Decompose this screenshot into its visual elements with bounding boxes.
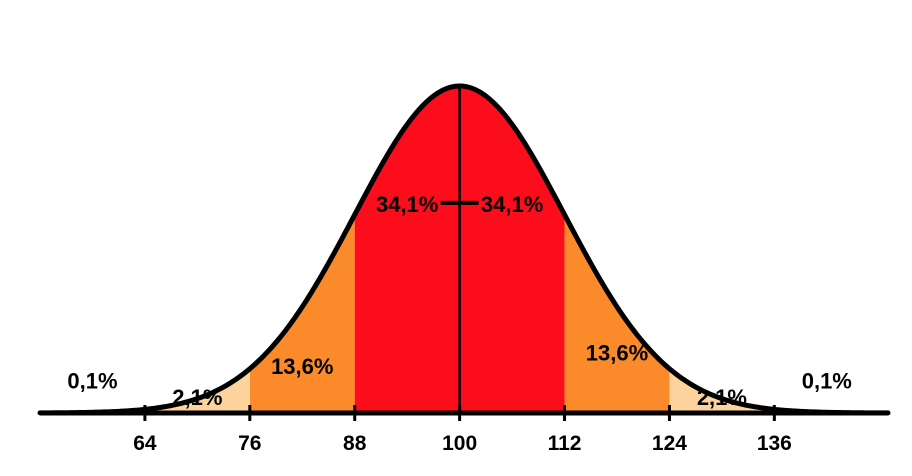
x-tick-label-112: 112 [548,432,582,455]
x-tick-label-64: 64 [133,432,157,455]
x-axis: 64 76 88 100 112 124 136 [40,405,888,455]
band-64-76 [144,368,250,413]
region-label-0: 0,1% [67,368,117,393]
region-label-7: 0,1% [802,368,852,393]
bell-curve-line [37,83,891,416]
x-tick-label-136: 136 [757,432,792,455]
curve-layer [37,83,891,416]
x-tick-label-88: 88 [343,432,367,455]
region-label-2: 13,6% [271,354,333,379]
band-88-100 [354,86,460,413]
x-tick-label-76: 76 [238,432,261,455]
region-label-layer: 0,1% 2,1% 13,6% 34,1% 34,1% 13,6% 2,1% 0,1% [67,192,852,410]
band-124-136 [669,368,775,413]
x-tick-label-124: 124 [652,432,687,455]
x-tick-label-100: 100 [442,432,477,455]
region-label-6: 2,1% [697,385,747,410]
region-label-4: 34,1% [481,192,543,217]
region-label-5: 13,6% [586,341,648,366]
region-label-1: 2,1% [172,385,222,410]
band-100-112 [459,86,565,413]
region-label-3: 34,1% [376,192,438,217]
